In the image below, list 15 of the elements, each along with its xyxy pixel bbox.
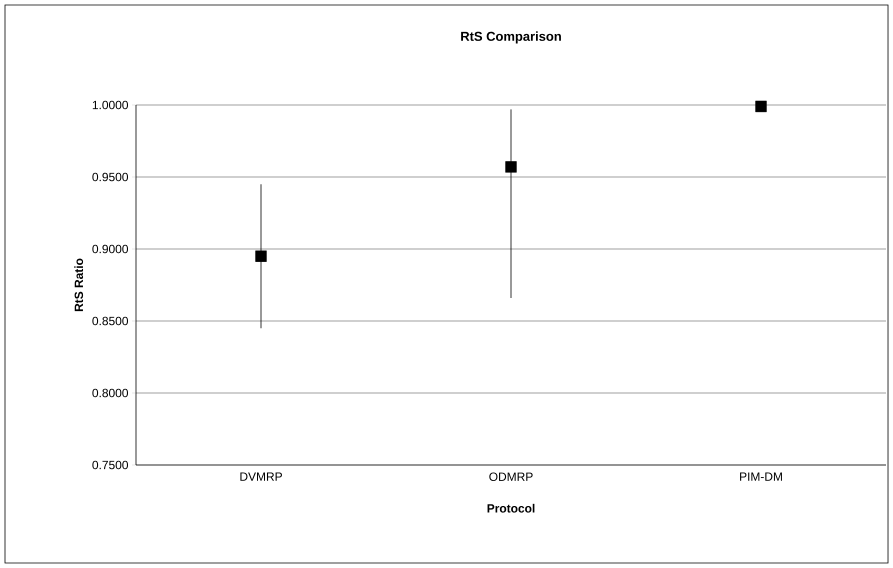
x-tick-label: ODMRP [489,472,533,481]
point [255,250,267,262]
chart-title: RtS Comparison [461,31,561,44]
y-tick-label: 0.9500 [92,172,128,182]
x-tick-label: PIM-DM [740,472,782,481]
y-tick-label: 1.0000 [92,100,128,110]
y-tick-label: 0.7500 [92,460,128,470]
point [505,161,517,173]
x-axis-title: Protocol [488,504,534,513]
y-tick-label: 0.8000 [92,388,128,398]
y-tick-label: 0.8500 [92,316,128,326]
y-axis-title: RtS Ratio [74,258,84,312]
point [755,100,767,112]
y-tick-label: 0.9000 [92,244,128,254]
x-tick-label: DVMRP [240,472,282,481]
